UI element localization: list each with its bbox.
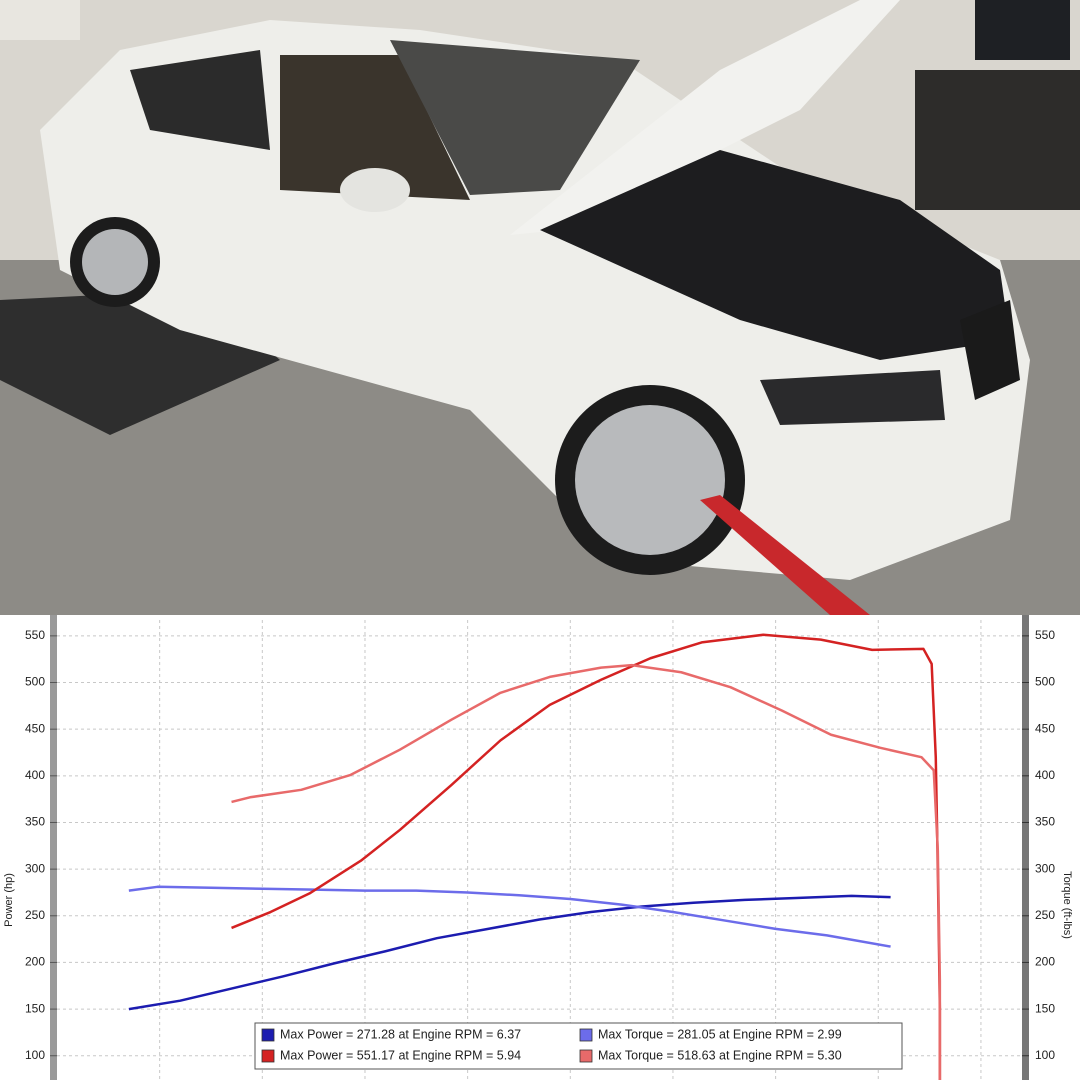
legend-label: Max Power = 551.17 at Engine RPM = 5.94 (280, 1048, 521, 1062)
y-tick-label: 100 (25, 1048, 45, 1062)
y-tick-label: 300 (25, 861, 45, 875)
headlight (760, 370, 945, 425)
series-line (231, 633, 942, 1080)
y-axis-label: Power (hp) (3, 873, 15, 927)
legend-swatch (579, 1028, 593, 1042)
y2-axis-label: Torque (ft-lbs) (1061, 871, 1073, 939)
car-window (130, 50, 270, 150)
engine-bay (540, 150, 1010, 360)
y2-tick-label: 200 (1035, 955, 1055, 969)
car-window (280, 55, 470, 200)
legend-swatch (261, 1028, 275, 1042)
rim (575, 405, 725, 555)
y2-tick-label: 250 (1035, 908, 1055, 922)
y2-tick-label: 550 (1035, 628, 1055, 642)
y2-tick-label: 300 (1035, 861, 1055, 875)
right-axis (1022, 615, 1029, 1080)
legend-box (254, 1022, 903, 1070)
y-tick-label: 200 (25, 955, 45, 969)
series-line (128, 885, 891, 948)
photo (0, 0, 1080, 615)
y-tick-label: 550 (25, 628, 45, 642)
hood (510, 0, 900, 235)
y2-tick-label: 100 (1035, 1048, 1055, 1062)
y2-tick-label: 500 (1035, 675, 1055, 689)
tie-strap (700, 495, 870, 615)
dyno-chart: Power (hp) Torque (ft-lbs) 100 150 200 250 3… (0, 615, 1080, 1080)
y2-tick-label: 450 (1035, 721, 1055, 735)
chart-background (0, 615, 1080, 1080)
y-tick-label: 250 (25, 908, 45, 922)
left-axis (50, 615, 57, 1080)
plot-area (128, 633, 942, 1080)
y-tick-label: 150 (25, 1001, 45, 1015)
background-car (0, 0, 80, 40)
legend-label: Max Power = 271.28 at Engine RPM = 6.37 (280, 1027, 521, 1041)
monitor (975, 0, 1070, 60)
legend: Max Power = 271.28 at Engine RPM = 6.37 M… (254, 1022, 903, 1070)
y-tick-label: 450 (25, 721, 45, 735)
y-tick-label: 350 (25, 815, 45, 829)
series-line (231, 663, 942, 1080)
series-line (128, 894, 891, 1011)
legend-swatch (579, 1049, 593, 1063)
grille (960, 300, 1020, 400)
rim (82, 229, 148, 295)
mirror (340, 168, 410, 212)
y2-tick-label: 350 (1035, 815, 1055, 829)
y2-tick-label: 150 (1035, 1001, 1055, 1015)
legend-swatch (261, 1049, 275, 1063)
windshield (390, 40, 640, 195)
legend-label: Max Torque = 518.63 at Engine RPM = 5.30 (598, 1048, 842, 1062)
y-tick-label: 500 (25, 675, 45, 689)
workbench (915, 70, 1080, 210)
legend-label: Max Torque = 281.05 at Engine RPM = 2.99 (598, 1027, 842, 1041)
y-tick-label: 400 (25, 768, 45, 782)
y2-tick-label: 400 (1035, 768, 1055, 782)
